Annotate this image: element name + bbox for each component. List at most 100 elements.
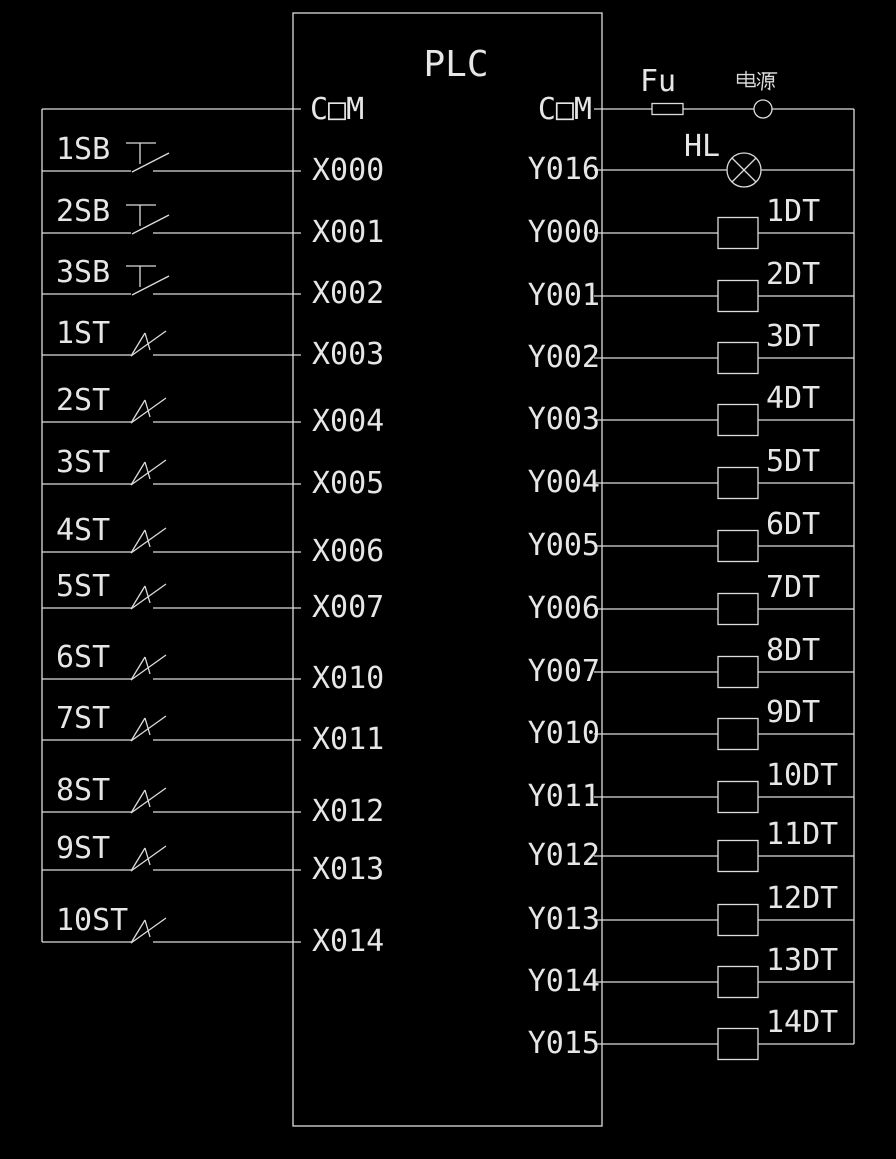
output-terminal-label: Y000 [528,215,600,250]
output-terminal-label: Y004 [528,465,600,500]
contact-stroke [131,275,170,296]
input-row-x011: 7ST X011 [42,701,384,757]
input-row-x004: 2ST X004 [42,383,384,439]
limit-switch-symbol [130,654,167,681]
pushbutton-symbol [126,265,170,296]
output-terminal-label: Y013 [528,902,600,937]
contact-stroke [131,152,170,173]
limit-switch-symbol [130,845,167,872]
arrow-stroke [130,919,146,944]
input-row-x012: 8ST X012 [42,773,384,829]
hanzi-stroke [736,73,755,84]
solenoid-coil-icon [717,341,759,375]
input-terminal-label: X001 [312,215,384,250]
hanzi-stroke [757,71,761,76]
arrow-stroke [144,717,151,736]
hanzi-stroke [756,81,761,87]
plc-title: PLC [423,44,488,85]
limit-switch-symbol [130,397,167,424]
input-row-x013: 9ST X013 [42,831,384,887]
output-device-label: 13DT [766,943,838,978]
output-terminal-label: Y003 [528,402,600,437]
hanzi-stroke [756,77,761,81]
arrow-stroke [130,717,146,742]
hanzi-stroke [761,72,765,91]
arrow-stroke [130,656,146,681]
power-source-label-glyph [736,70,778,91]
output-row-y015: 14DT Y015 [528,1005,854,1061]
output-row-y002: 3DT Y002 [528,319,854,375]
input-device-label: 4ST [56,513,110,548]
input-device-label: 1SB [56,132,110,167]
output-device-label: 12DT [766,881,838,916]
hanzi-stroke [764,83,768,88]
output-row-y000: 1DT Y000 [528,194,854,250]
output-row-y014: 13DT Y014 [528,943,854,999]
limit-switch-symbol [130,787,167,814]
arrow-stroke [130,529,146,554]
input-row-x014: 10ST X014 [42,903,384,959]
output-row-y006: 7DT Y006 [528,570,854,626]
solenoid-coil-icon [717,780,759,814]
output-row-y005: 6DT Y005 [528,507,854,563]
solenoid-coil-icon [717,965,759,999]
output-terminal-label: Y002 [528,340,600,375]
arrow-stroke [144,585,151,604]
solenoid-coil-icon [717,279,759,313]
fuse-icon [651,102,684,116]
arrow-stroke [130,585,146,610]
pushbutton-symbol [126,142,170,173]
solenoid-coil-icon [717,1027,759,1061]
arrow-stroke [130,332,146,357]
input-row-x006: 4ST X006 [42,513,384,569]
input-device-label: 9ST [56,831,110,866]
output-device-label: 8DT [766,633,820,668]
output-device-label: 1DT [766,194,820,229]
output-device-label: 2DT [766,257,820,292]
arrow-stroke [144,332,151,351]
input-row-x003: 1ST X003 [42,316,384,372]
hanzi-stroke [767,82,771,91]
solenoid-coil-icon [717,403,759,437]
output-row-y007: 8DT Y007 [528,633,854,689]
solenoid-coil-icon [717,903,759,937]
limit-switch-symbol [130,330,167,357]
output-device-label: 6DT [766,507,820,542]
input-terminal-label: X006 [312,534,384,569]
com-right-label: C□M [538,92,592,127]
fuse-label: Fu [640,64,676,99]
arrow-stroke [130,789,146,814]
output-terminal-label: Y014 [528,964,600,999]
limit-switch-symbol [130,917,167,944]
contact-stroke [131,214,170,235]
arrow-stroke [130,461,146,486]
output-row-y003: 4DT Y003 [528,381,854,437]
solenoid-coil-icon [717,592,759,626]
input-row-x010: 6ST X010 [42,640,384,696]
output-device-label: 7DT [766,570,820,605]
input-device-label: 1ST [56,316,110,351]
input-terminal-label: X012 [312,794,384,829]
input-terminal-label: X005 [312,466,384,501]
output-terminal-label: Y005 [528,528,600,563]
input-row-x001: 2SB X001 [42,194,384,250]
output-terminal-label: Y015 [528,1026,600,1061]
input-row-x002: 3SB X002 [42,255,384,311]
output-row-y004: 5DT Y004 [528,444,854,500]
plc-box-outline [292,12,603,1127]
limit-switch-symbol [130,459,167,486]
output-row-y012: 11DT Y012 [528,817,854,873]
pushbutton-symbol [126,204,170,235]
arrow-stroke [130,399,146,424]
power-source-icon [753,99,773,119]
arrow-stroke [144,847,151,866]
limit-switch-symbol [130,527,167,554]
com-left-label: C□M [310,92,364,127]
input-terminal-label: X013 [312,852,384,887]
input-row-x000: 1SB X000 [42,132,384,188]
output-device-label: 14DT [766,1005,838,1040]
plc-box: PLC C□M C□M [292,12,603,1127]
input-device-label: 7ST [56,701,110,736]
